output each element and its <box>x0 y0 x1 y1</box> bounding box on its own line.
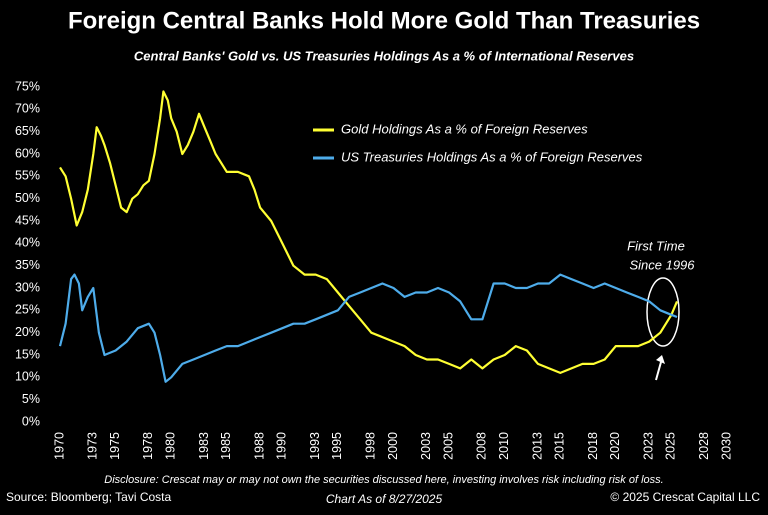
source: Source: Bloomberg; Tavi Costa <box>6 490 172 504</box>
y-tick-label: 40% <box>15 236 40 250</box>
x-tick-label: 2000 <box>386 432 400 460</box>
x-tick-label: 2030 <box>719 432 733 460</box>
x-tick-label: 2003 <box>419 432 433 460</box>
x-tick-label: 1990 <box>275 432 289 460</box>
x-tick-label: 2013 <box>530 432 544 460</box>
arrow-head <box>656 355 665 364</box>
series-line <box>58 273 678 383</box>
x-tick-label: 2018 <box>586 432 600 460</box>
y-tick-label: 65% <box>15 124 40 138</box>
x-tick-label: 1973 <box>86 432 100 460</box>
x-tick-label: 1998 <box>364 432 378 460</box>
y-tick-label: 20% <box>15 325 40 339</box>
x-tick-label: 2008 <box>475 432 489 460</box>
y-tick-label: 60% <box>15 146 40 160</box>
x-tick-label: 1975 <box>108 432 122 460</box>
x-tick-label: 1985 <box>219 432 233 460</box>
y-tick-label: 45% <box>15 213 40 227</box>
y-tick-label: 35% <box>15 258 40 272</box>
x-tick-label: 1978 <box>141 432 155 460</box>
y-tick-label: 25% <box>15 303 40 317</box>
y-tick-label: 75% <box>15 79 40 93</box>
x-tick-label: 2023 <box>641 432 655 460</box>
highlight-ellipse <box>646 277 680 347</box>
y-tick-label: 5% <box>22 392 40 406</box>
disclosure: Disclosure: Crescat may or may not own t… <box>104 474 663 486</box>
annotation: Since 1996 <box>629 257 695 272</box>
y-tick-label: 10% <box>15 370 40 384</box>
arrow <box>655 361 662 381</box>
x-tick-label: 2005 <box>441 432 455 460</box>
copyright: © 2025 Crescat Capital LLC <box>610 490 760 504</box>
y-tick-label: 30% <box>15 280 40 294</box>
x-tick-label: 2015 <box>553 432 567 460</box>
legend-label: US Treasuries Holdings As a % of Foreign… <box>341 149 643 164</box>
x-tick-label: 1983 <box>197 432 211 460</box>
x-tick-label: 2025 <box>664 432 678 460</box>
x-tick-label: 2010 <box>497 432 511 460</box>
x-tick-label: 1995 <box>330 432 344 460</box>
y-tick-label: 0% <box>22 414 40 428</box>
y-tick-label: 55% <box>15 169 40 183</box>
y-tick-label: 70% <box>15 102 40 116</box>
x-tick-label: 1970 <box>52 432 66 460</box>
chart-subtitle: Central Banks' Gold vs. US Treasuries Ho… <box>134 48 634 63</box>
y-tick-label: 50% <box>15 191 40 205</box>
x-tick-label: 1993 <box>308 432 322 460</box>
x-tick-label: 1980 <box>163 432 177 460</box>
annotation: First Time <box>627 238 685 253</box>
legend-label: Gold Holdings As a % of Foreign Reserves <box>341 121 588 136</box>
x-tick-label: 2020 <box>608 432 622 460</box>
series-line <box>59 90 679 374</box>
x-tick-label: 2028 <box>697 432 711 460</box>
x-tick-label: 1988 <box>252 432 266 460</box>
y-tick-label: 15% <box>15 347 40 361</box>
chart-date: Chart As of 8/27/2025 <box>326 492 443 506</box>
chart-title: Foreign Central Banks Hold More Gold Tha… <box>68 7 700 34</box>
